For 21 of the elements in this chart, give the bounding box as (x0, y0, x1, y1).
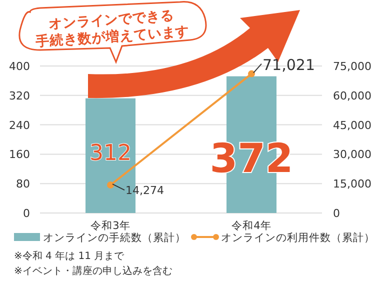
text: ※令和 4 年は 11 月まで (14, 250, 126, 262)
y2-tick-label: 0 (333, 207, 340, 220)
y2-tick-label: 15,000 (333, 178, 372, 191)
y-tick-label: 400 (9, 60, 30, 73)
y-tick-label: 160 (9, 148, 30, 162)
y-tick-label: 240 (9, 118, 30, 132)
y2-tick-label: 60,000 (333, 89, 372, 102)
data-label: 312 (90, 141, 132, 166)
x-tick-label: 令和3年 (90, 219, 130, 232)
text: ※イベント・講座の申し込みを含む (14, 265, 172, 277)
y2-tick-label: 30,000 (333, 148, 372, 162)
chart-title: オンラインでできる手続き数が増えています (34, 8, 190, 50)
data-label: 71,021 (262, 56, 315, 74)
legend-label: オンラインの利用件数（累計） (221, 231, 375, 244)
x-tick-label: 令和4年 (232, 219, 272, 232)
y-tick-label: 80 (16, 178, 30, 191)
y-tick-label: 0 (23, 207, 30, 220)
y2-tick-label: 75,000 (333, 60, 372, 73)
y2-tick-label: 45,000 (333, 118, 372, 132)
y-tick-label: 320 (9, 89, 30, 102)
legend-label: オンラインの手続数（累計） (43, 231, 186, 244)
